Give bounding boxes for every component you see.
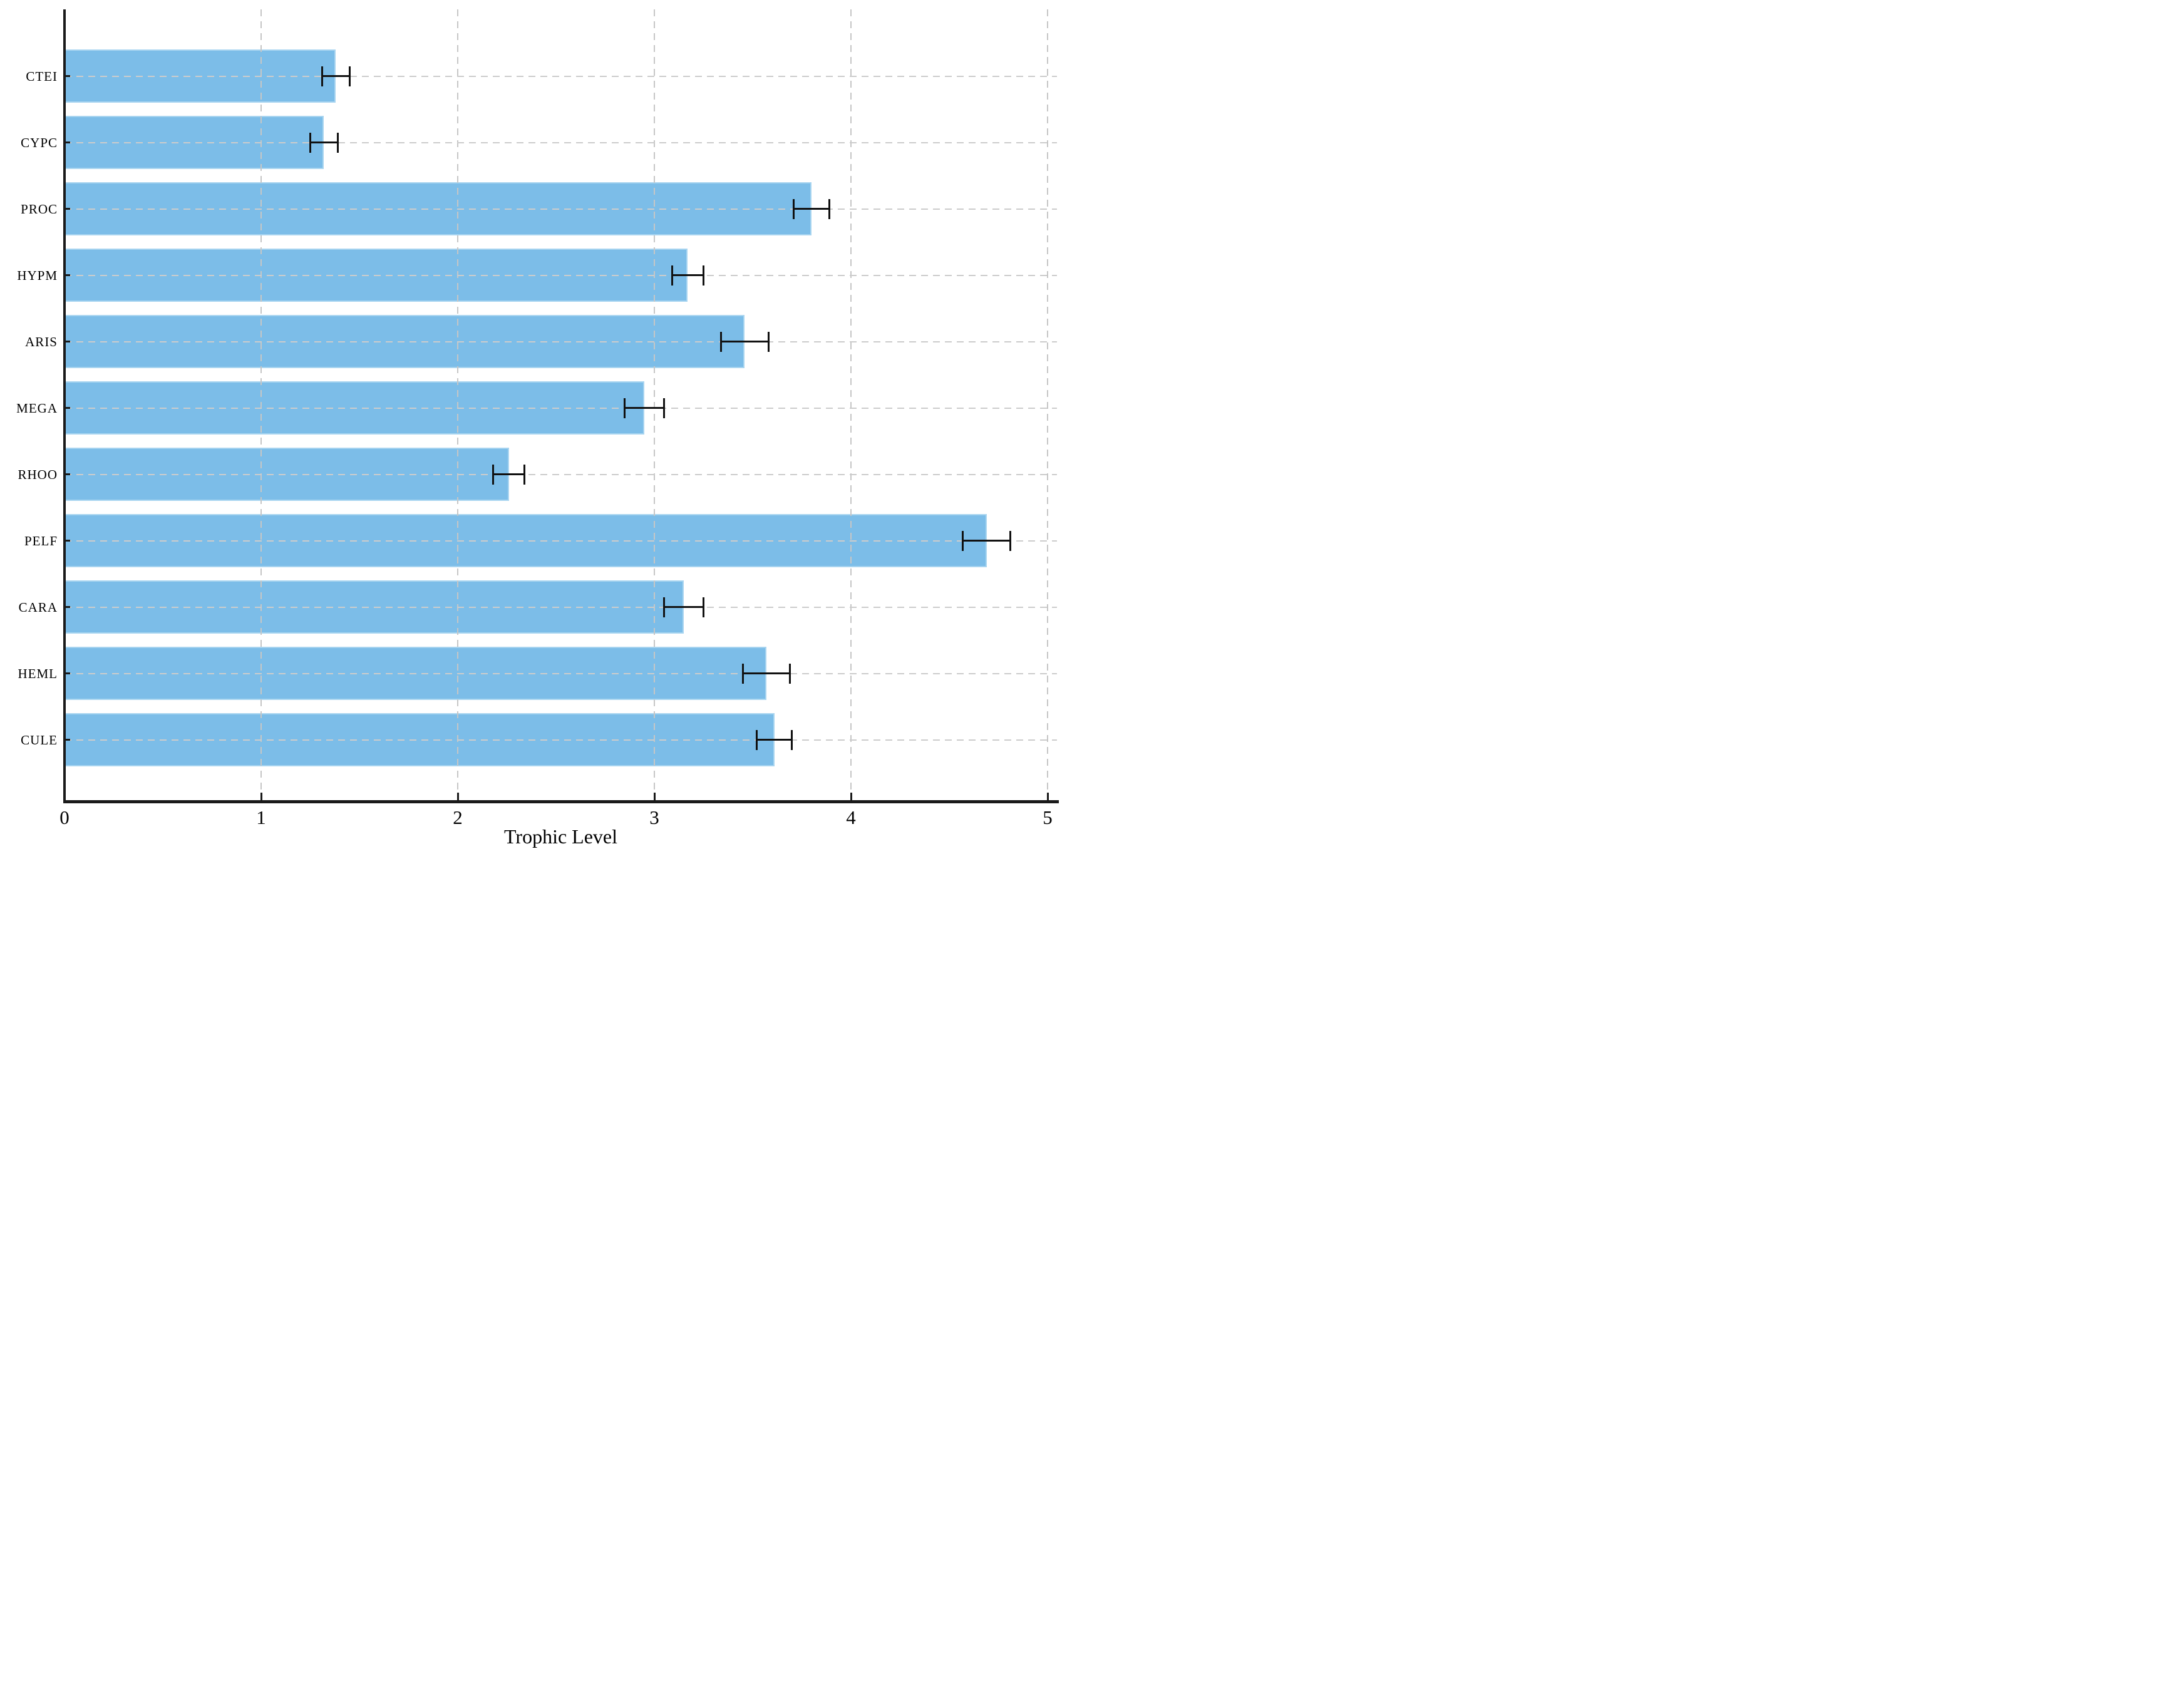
error-bar-cap-right — [767, 331, 770, 352]
y-tick — [64, 540, 70, 542]
error-bar-cap-right — [1009, 530, 1011, 551]
x-tick-label: 0 — [59, 806, 70, 828]
error-bar-cap-right — [703, 265, 704, 286]
y-tick — [64, 208, 70, 210]
y-gridline — [64, 407, 1057, 409]
x-axis-title: Trophic Level — [503, 825, 617, 848]
error-bar — [756, 739, 792, 741]
error-bar-cap-left — [741, 663, 744, 684]
y-tick — [64, 274, 70, 276]
x-tick-label: 2 — [453, 806, 463, 828]
trophic-level-bar-chart: CTEI CYPC PROC HYPM ARIS MEGA RHOO PELF CARA HEML… — [0, 0, 1080, 854]
error-bar — [721, 341, 769, 342]
y-tick — [64, 341, 70, 342]
error-bar-cap-left — [321, 66, 323, 86]
x-tick-label: 1 — [256, 806, 266, 828]
plot-area — [63, 9, 1059, 803]
error-bar-cap-right — [828, 198, 830, 219]
y-gridline — [64, 274, 1057, 276]
y-gridline — [64, 141, 1057, 143]
error-bar — [493, 473, 525, 475]
category-label-cypc: CYPC — [21, 135, 58, 150]
category-label-aris: ARIS — [25, 334, 58, 349]
error-bar — [624, 407, 664, 409]
y-tick — [64, 473, 70, 475]
y-gridline — [64, 208, 1057, 210]
category-label-rhoo: RHOO — [18, 466, 58, 482]
y-tick — [64, 672, 70, 674]
x-tick — [1047, 793, 1049, 800]
y-gridline — [64, 606, 1057, 608]
error-bar-cap-left — [663, 597, 666, 617]
error-bar — [310, 141, 338, 143]
error-bar-cap-left — [492, 464, 495, 485]
error-bar-cap-left — [793, 198, 795, 219]
error-bar — [743, 672, 790, 674]
y-gridline — [64, 540, 1057, 542]
x-tick-label: 3 — [649, 806, 659, 828]
y-axis-line — [63, 9, 66, 801]
y-tick — [64, 75, 70, 77]
error-bar — [793, 208, 830, 210]
error-bar-cap-right — [523, 464, 526, 485]
category-label-proc: PROC — [21, 201, 58, 217]
error-bar — [962, 540, 1011, 542]
y-gridline — [64, 739, 1057, 741]
error-bar-cap-left — [671, 265, 673, 286]
y-tick — [64, 739, 70, 741]
error-bar-cap-left — [624, 398, 626, 418]
y-gridline — [64, 341, 1057, 342]
x-axis-line — [63, 800, 1059, 803]
error-bar-cap-left — [309, 132, 311, 153]
error-bar-cap-right — [791, 729, 793, 750]
error-bar-cap-left — [720, 331, 723, 352]
y-gridline — [64, 75, 1057, 77]
error-bar — [672, 274, 704, 276]
x-tick — [850, 793, 852, 800]
category-label-mega: MEGA — [16, 400, 58, 416]
x-gridline — [1047, 9, 1048, 801]
error-bar-cap-left — [962, 530, 964, 551]
category-label-hypm: HYPM — [17, 267, 58, 283]
error-bar-cap-right — [703, 597, 704, 617]
error-bar-cap-right — [336, 132, 339, 153]
y-gridline — [64, 473, 1057, 475]
x-gridline — [260, 9, 262, 801]
error-bar-cap-right — [663, 398, 666, 418]
error-bar — [664, 606, 704, 608]
x-gridline — [654, 9, 655, 801]
x-gridline — [850, 9, 852, 801]
x-tick — [654, 793, 656, 800]
error-bar-cap-right — [348, 66, 351, 86]
y-gridline — [64, 672, 1057, 674]
x-tick — [457, 793, 459, 800]
category-label-ctei: CTEI — [26, 68, 58, 84]
x-tick — [260, 793, 262, 800]
category-label-cara: CARA — [18, 599, 58, 615]
x-gridline — [457, 9, 458, 801]
x-tick-label: 4 — [846, 806, 856, 828]
y-tick — [64, 606, 70, 608]
category-label-pelf: PELF — [24, 533, 58, 548]
y-tick — [64, 407, 70, 409]
y-tick — [64, 141, 70, 143]
category-label-heml: HEML — [18, 666, 58, 681]
error-bar-cap-right — [789, 663, 791, 684]
error-bar-cap-left — [755, 729, 758, 750]
category-label-cule: CULE — [21, 732, 58, 748]
x-tick-label: 5 — [1043, 806, 1053, 828]
error-bar — [322, 75, 350, 77]
